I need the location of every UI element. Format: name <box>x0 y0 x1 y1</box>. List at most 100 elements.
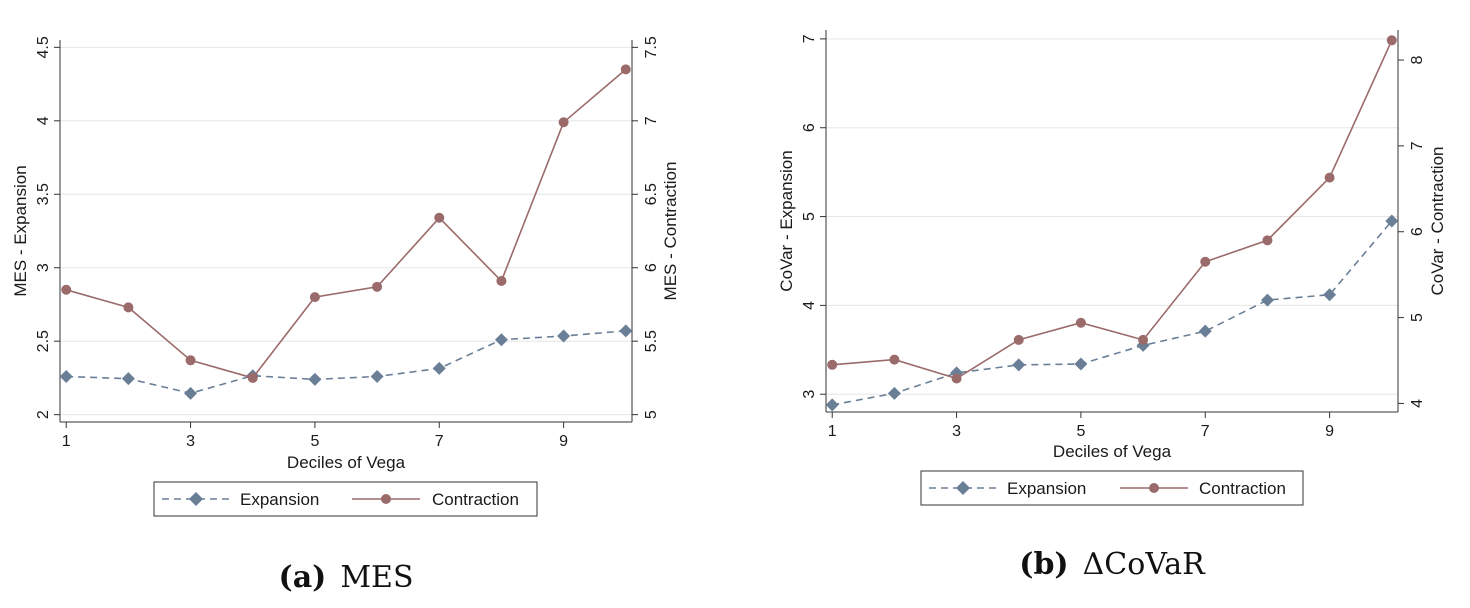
right-tick-label: 6 <box>1409 227 1426 236</box>
series-contraction-point <box>434 212 445 223</box>
right-tick-label: 6.5 <box>643 183 660 205</box>
series-contraction-point <box>309 292 320 303</box>
series-expansion-point <box>370 369 384 383</box>
right-tick-label: 8 <box>1409 55 1426 64</box>
right-tick-label: 5 <box>643 410 660 419</box>
series-contraction-line <box>65 68 627 379</box>
series-expansion-point <box>121 372 135 386</box>
series-layer <box>825 35 1399 412</box>
legend-label-contraction: Contraction <box>432 490 519 509</box>
left-tick-label: 4 <box>801 301 818 310</box>
x-tick-label: 9 <box>559 433 568 450</box>
legend-label-contraction: Contraction <box>1199 479 1286 498</box>
x-tick-label: 5 <box>1076 423 1085 440</box>
right-tick-label: 4 <box>1409 399 1426 408</box>
x-tick-label: 7 <box>1201 423 1210 440</box>
plot-area <box>826 30 1398 412</box>
left-axis-ticks: 3 4 5 6 7 <box>801 34 826 399</box>
left-tick-label: 4 <box>35 116 52 125</box>
x-axis-title: Deciles of Vega <box>287 453 406 472</box>
right-tick-label: 7.5 <box>643 36 660 58</box>
series-expansion-point <box>619 324 633 338</box>
right-tick-label: 5.5 <box>643 330 660 352</box>
series-contraction-point <box>1324 172 1335 183</box>
left-tick-label: 3 <box>35 263 52 272</box>
plot-area <box>60 40 632 422</box>
legend: Expansion Contraction <box>920 470 1304 506</box>
series-expansion-point <box>1260 293 1274 307</box>
legend-marker-expansion <box>189 492 203 506</box>
left-tick-label: 2 <box>35 410 52 419</box>
series-contraction-point <box>372 281 383 292</box>
series-contraction-line <box>832 39 1393 380</box>
series-expansion-point <box>825 398 839 412</box>
series-contraction-point <box>951 373 962 384</box>
series-contraction-point <box>1262 235 1273 246</box>
series-expansion-line <box>832 220 1393 406</box>
chart-panel-covar: 3 4 5 6 7 4 5 6 7 8 1 3 5 7 9 Deciles of Vega CoVar … <box>777 30 1447 582</box>
series-expansion-point <box>308 372 322 386</box>
x-tick-label: 3 <box>952 423 961 440</box>
right-tick-label: 7 <box>643 116 660 125</box>
x-axis-ticks: 1 3 5 7 9 <box>62 422 568 450</box>
series-contraction-point <box>496 275 507 286</box>
right-tick-label: 7 <box>1409 141 1426 150</box>
grid-lines <box>826 38 1398 395</box>
left-axis-ticks: 2 2.5 3 3.5 4 4.5 <box>35 36 60 419</box>
series-contraction-point <box>620 64 631 75</box>
right-axis-title: MES - Contraction <box>661 162 680 301</box>
x-tick-label: 1 <box>828 423 837 440</box>
series-contraction-point <box>247 372 258 383</box>
caption-label: (a) <box>279 560 327 595</box>
caption: (a) MES <box>279 560 414 595</box>
legend-box <box>153 481 538 517</box>
legend-box <box>920 470 1304 506</box>
series-expansion-point <box>494 333 508 347</box>
series-contraction-point <box>889 354 900 365</box>
left-tick-label: 5 <box>801 212 818 221</box>
series-expansion-point <box>1385 214 1399 228</box>
left-axis-title: MES - Expansion <box>11 165 30 296</box>
grid-lines <box>60 46 632 416</box>
series-expansion-point <box>1012 358 1026 372</box>
series-expansion-point <box>1074 357 1088 371</box>
series-contraction-point <box>1200 256 1211 267</box>
right-tick-label: 5 <box>1409 313 1426 322</box>
x-tick-label: 7 <box>435 433 444 450</box>
left-tick-label: 6 <box>801 123 818 132</box>
legend: Expansion Contraction <box>153 481 538 517</box>
legend-label-expansion: Expansion <box>1007 479 1086 498</box>
x-axis-title: Deciles of Vega <box>1053 442 1172 461</box>
series-expansion-point <box>432 361 446 375</box>
legend-marker-contraction <box>381 494 391 504</box>
right-axis-ticks: 4 5 6 7 8 <box>1398 55 1426 408</box>
series-contraction-point <box>1075 317 1086 328</box>
series-expansion-point <box>557 329 571 343</box>
left-tick-label: 7 <box>801 34 818 43</box>
left-tick-label: 3 <box>801 390 818 399</box>
x-tick-label: 5 <box>310 433 319 450</box>
series-contraction-point <box>123 302 134 313</box>
series-expansion-point <box>1323 288 1337 302</box>
series-contraction-point <box>1138 334 1149 345</box>
series-contraction-point <box>185 355 196 366</box>
series-expansion-point <box>1198 324 1212 338</box>
caption: (b) ΔCoVaR <box>1019 547 1206 582</box>
right-axis-title: CoVar - Contraction <box>1428 147 1447 296</box>
series-expansion-point <box>887 386 901 400</box>
series-layer <box>59 64 633 400</box>
right-tick-label: 6 <box>643 263 660 272</box>
x-axis-ticks: 1 3 5 7 9 <box>828 412 1334 440</box>
series-contraction-point <box>1013 334 1024 345</box>
x-tick-label: 3 <box>186 433 195 450</box>
caption-text: MES <box>340 560 413 595</box>
series-expansion-point <box>59 369 73 383</box>
left-tick-label: 3.5 <box>35 183 52 205</box>
caption-text: ΔCoVaR <box>1083 547 1206 582</box>
legend-marker-expansion <box>956 481 970 495</box>
caption-label: (b) <box>1019 547 1068 582</box>
x-tick-label: 1 <box>62 433 71 450</box>
left-tick-label: 4.5 <box>35 36 52 58</box>
x-tick-label: 9 <box>1325 423 1334 440</box>
